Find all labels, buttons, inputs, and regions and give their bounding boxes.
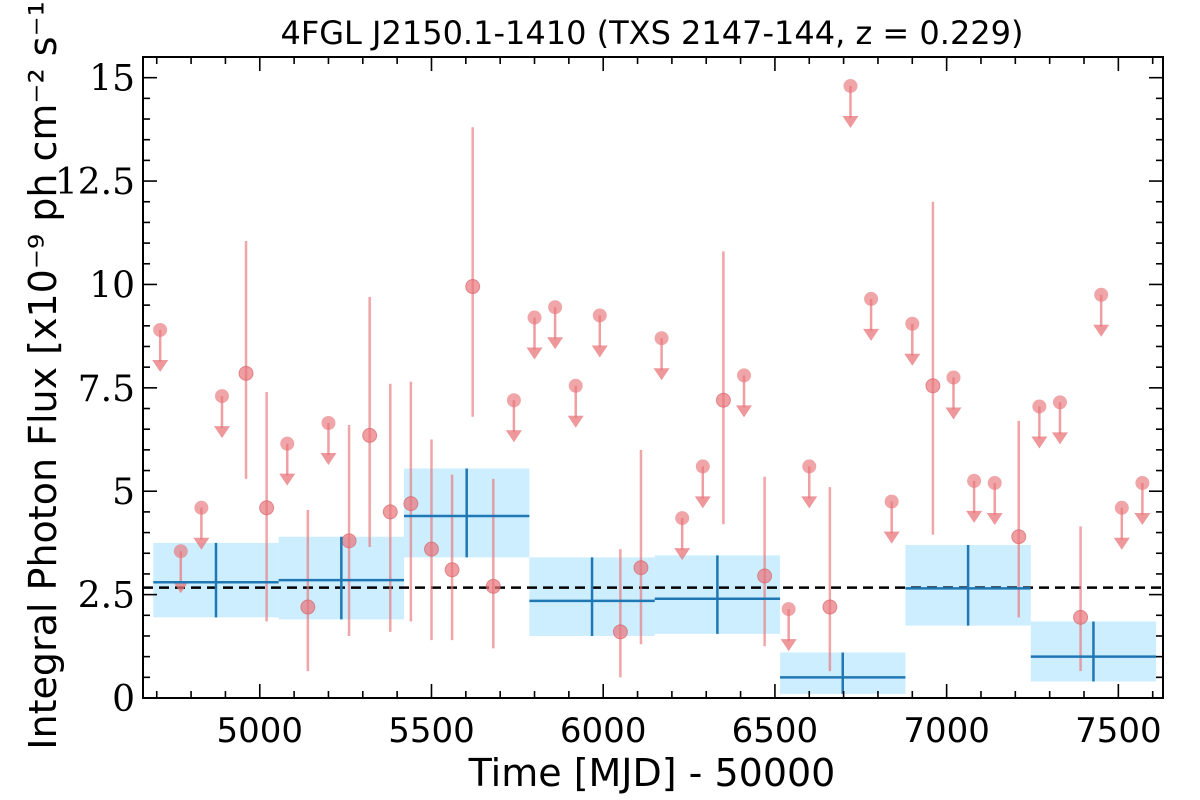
upper-limit-point (946, 370, 961, 385)
x-tick-label: 5500 (388, 711, 475, 751)
detection-point (259, 500, 275, 516)
upper-limit-arrowhead (945, 407, 962, 420)
upper-limit-arrowhead (904, 353, 921, 366)
upper-limit-point (843, 78, 858, 93)
x-tick-label: 7500 (1075, 711, 1162, 751)
chart-title: 4FGL J2150.1-1410 (TXS 2147-144, z = 0.2… (280, 14, 1023, 52)
upper-limit-point (802, 459, 817, 474)
upper-limit-point (967, 473, 982, 488)
detection-point (1011, 529, 1027, 545)
detection-point (382, 504, 398, 520)
upper-limit-point (321, 415, 336, 430)
detection-point (485, 578, 501, 594)
upper-limit-arrowhead (591, 345, 608, 358)
upper-limit-point (173, 544, 188, 559)
upper-limit-point (1114, 500, 1129, 515)
upper-limit-point (568, 378, 583, 393)
upper-limit-point (695, 459, 710, 474)
upper-limit-arrowhead (172, 581, 189, 594)
y-tick-label: 0 (112, 679, 135, 720)
axes: 5000 5500 6000 6500 7000 7500 0 2.5 5 7.5 10 12.5 15 (55, 56, 1164, 751)
y-tick-label: 15 (89, 59, 135, 100)
upper-limit-arrowhead (694, 496, 711, 509)
upper-limit-point (194, 500, 209, 515)
upper-limit-arrowhead (883, 531, 900, 544)
upper-limit-point (506, 393, 521, 408)
upper-limit-point (527, 310, 542, 325)
upper-limit-point (737, 368, 752, 383)
upper-limit-arrowhead (526, 347, 543, 360)
detection-point (925, 378, 941, 394)
upper-limit-point (280, 436, 295, 451)
upper-limit-point (1135, 475, 1150, 490)
upper-limit-point (153, 322, 168, 337)
y-tick-label: 10 (89, 265, 135, 306)
detection-point (612, 624, 628, 640)
detection-point (238, 365, 254, 381)
upper-limit-arrowhead (193, 537, 210, 550)
upper-limit-point (548, 300, 563, 315)
detection-point (341, 533, 357, 549)
detection-point (362, 427, 378, 443)
upper-limit-point (675, 511, 690, 526)
upper-limit-arrowhead (505, 430, 522, 443)
upper-limit-point (592, 308, 607, 323)
upper-limit-arrowhead (801, 496, 818, 509)
upper-limit-arrowhead (213, 426, 230, 439)
upper-limit-arrowhead (986, 512, 1003, 525)
detection-point (423, 541, 439, 557)
detection-point (715, 392, 731, 408)
x-tick-label: 6000 (560, 711, 647, 751)
upper-limit-point (864, 291, 879, 306)
plot-area (143, 78, 1163, 694)
x-tick-label: 5000 (217, 711, 304, 751)
upper-limit-point (987, 475, 1002, 490)
upper-limit-arrowhead (279, 473, 296, 486)
upper-limit-arrowhead (966, 510, 983, 523)
plot-frame (142, 56, 1164, 699)
y-tick-label: 5 (112, 472, 135, 513)
upper-limit-arrowhead (780, 639, 797, 652)
upper-limit-arrowhead (547, 337, 564, 350)
detection-point (444, 562, 460, 578)
y-tick-label: 12.5 (55, 162, 135, 203)
upper-limit-arrowhead (1093, 324, 1110, 337)
detection-point (300, 599, 316, 615)
detection-point (822, 599, 838, 615)
upper-limit-arrowhead (1051, 432, 1068, 445)
upper-limit-point (1052, 395, 1067, 410)
x-axis-label: Time [MJD] - 50000 (468, 751, 836, 795)
upper-limit-arrowhead (320, 452, 337, 465)
detection-point (465, 279, 481, 295)
upper-limit-point (654, 331, 669, 346)
upper-limit-arrowhead (863, 328, 880, 341)
upper-limit-arrowhead (736, 405, 753, 418)
y-axis-label: Integral Photon Flux [x10⁻⁹ ph cm⁻² s⁻¹] (21, 0, 65, 750)
y-tick-label: 2.5 (78, 576, 135, 617)
upper-limit-arrowhead (567, 415, 584, 428)
upper-limit-arrowhead (1031, 436, 1048, 449)
upper-limit-arrowhead (152, 359, 169, 372)
upper-limit-arrowhead (1113, 537, 1130, 550)
upper-limit-point (1094, 287, 1109, 302)
upper-limit-arrowhead (1134, 512, 1151, 525)
x-tick-label: 7000 (903, 711, 990, 751)
detection-point (757, 568, 773, 584)
upper-limit-point (905, 316, 920, 331)
detection-point (1073, 609, 1089, 625)
upper-limit-point (781, 602, 796, 617)
upper-limit-point (884, 494, 899, 509)
detection-point (633, 560, 649, 576)
upper-limit-arrowhead (674, 548, 691, 561)
upper-limit-point (214, 389, 229, 404)
upper-limit-point (1032, 399, 1047, 414)
upper-limit-arrowhead (842, 115, 859, 128)
x-tick-label: 6500 (732, 711, 819, 751)
detection-point (403, 496, 419, 512)
upper-limit-arrowhead (653, 368, 670, 381)
y-tick-label: 7.5 (78, 369, 135, 410)
